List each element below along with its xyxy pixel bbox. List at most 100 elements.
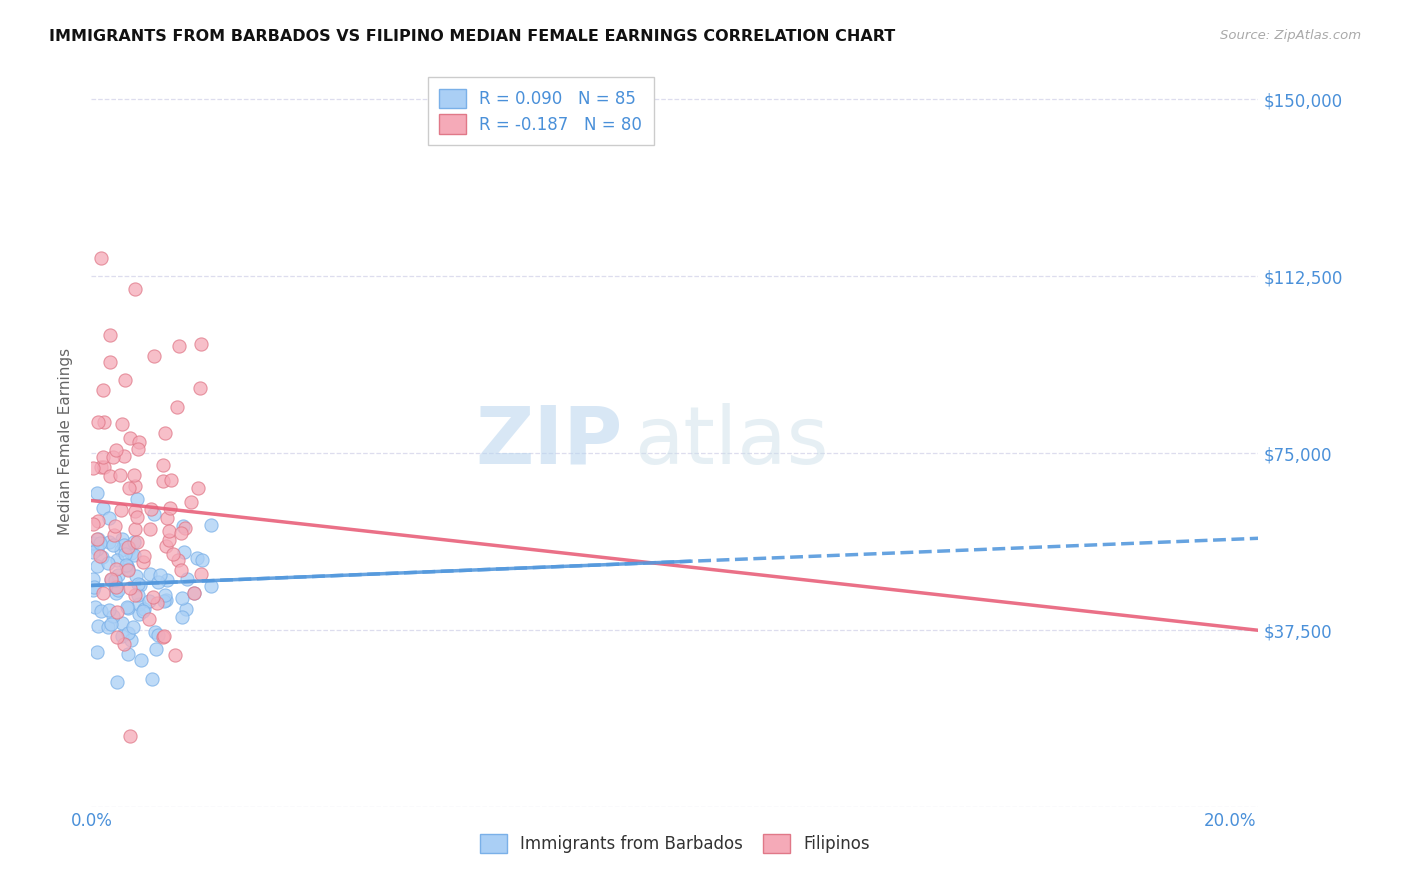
Point [165,648,187,662]
Point [82,583,104,598]
Point [152,629,174,643]
Point [112,538,135,552]
Point [87,532,110,546]
Point [83,599,105,614]
Point [91,500,114,515]
Point [91,549,114,564]
Point [157,524,180,538]
Point [101,538,124,552]
Point [111,616,134,631]
Point [105,562,128,576]
Point [122,549,145,563]
Point [149,567,172,582]
Point [114,547,136,561]
Point [87,619,110,633]
Point [128,434,150,449]
Point [91,450,114,465]
Point [162,547,184,561]
Point [111,417,134,431]
Point [127,442,149,456]
Point [124,282,146,296]
Point [139,566,162,581]
Point [91,586,114,600]
Point [118,481,141,495]
Point [152,458,174,473]
Point [90,459,112,474]
Point [155,592,177,607]
Point [91,383,114,397]
Point [105,442,128,457]
Point [129,578,152,592]
Point [115,558,138,572]
Point [117,563,139,577]
Point [139,501,162,516]
Point [180,495,202,509]
Text: atlas: atlas [634,402,828,481]
Point [86,533,108,547]
Point [93,416,115,430]
Point [132,549,155,564]
Point [200,579,222,593]
Point [104,578,127,592]
Text: IMMIGRANTS FROM BARBADOS VS FILIPINO MEDIAN FEMALE EARNINGS CORRELATION CHART: IMMIGRANTS FROM BARBADOS VS FILIPINO MED… [49,29,896,44]
Point [131,604,153,618]
Point [86,558,108,573]
Point [172,591,194,606]
Point [128,597,150,611]
Point [100,617,122,632]
Point [98,355,121,369]
Point [87,514,110,528]
Point [172,609,194,624]
Point [156,574,179,588]
Point [155,539,177,553]
Point [200,517,222,532]
Point [138,612,160,626]
Point [143,625,166,640]
Point [90,605,112,619]
Point [90,251,112,265]
Point [183,586,205,600]
Point [122,534,145,549]
Point [129,653,152,667]
Point [117,626,139,640]
Point [105,631,128,645]
Point [160,473,183,487]
Point [125,509,148,524]
Point [104,573,127,587]
Point [98,328,121,343]
Point [141,672,163,686]
Point [104,580,127,594]
Point [167,553,190,567]
Point [89,549,111,563]
Point [82,460,104,475]
Point [128,607,150,622]
Point [117,541,139,555]
Point [117,558,139,573]
Point [117,600,139,615]
Point [124,479,146,493]
Point [100,573,122,587]
Point [101,609,124,624]
Point [89,536,111,550]
Point [145,642,167,657]
Point [110,542,132,557]
Point [159,501,181,516]
Point [120,633,142,648]
Point [127,577,149,591]
Point [82,517,104,532]
Point [120,729,142,743]
Point [98,603,121,617]
Point [97,556,120,570]
Legend: Immigrants from Barbados, Filipinos: Immigrants from Barbados, Filipinos [468,822,882,864]
Point [124,504,146,518]
Point [186,550,208,565]
Point [120,546,142,560]
Point [170,563,193,577]
Point [118,431,141,445]
Point [167,339,190,353]
Point [105,585,128,599]
Point [117,647,139,661]
Point [172,519,194,533]
Point [98,534,121,549]
Point [152,594,174,608]
